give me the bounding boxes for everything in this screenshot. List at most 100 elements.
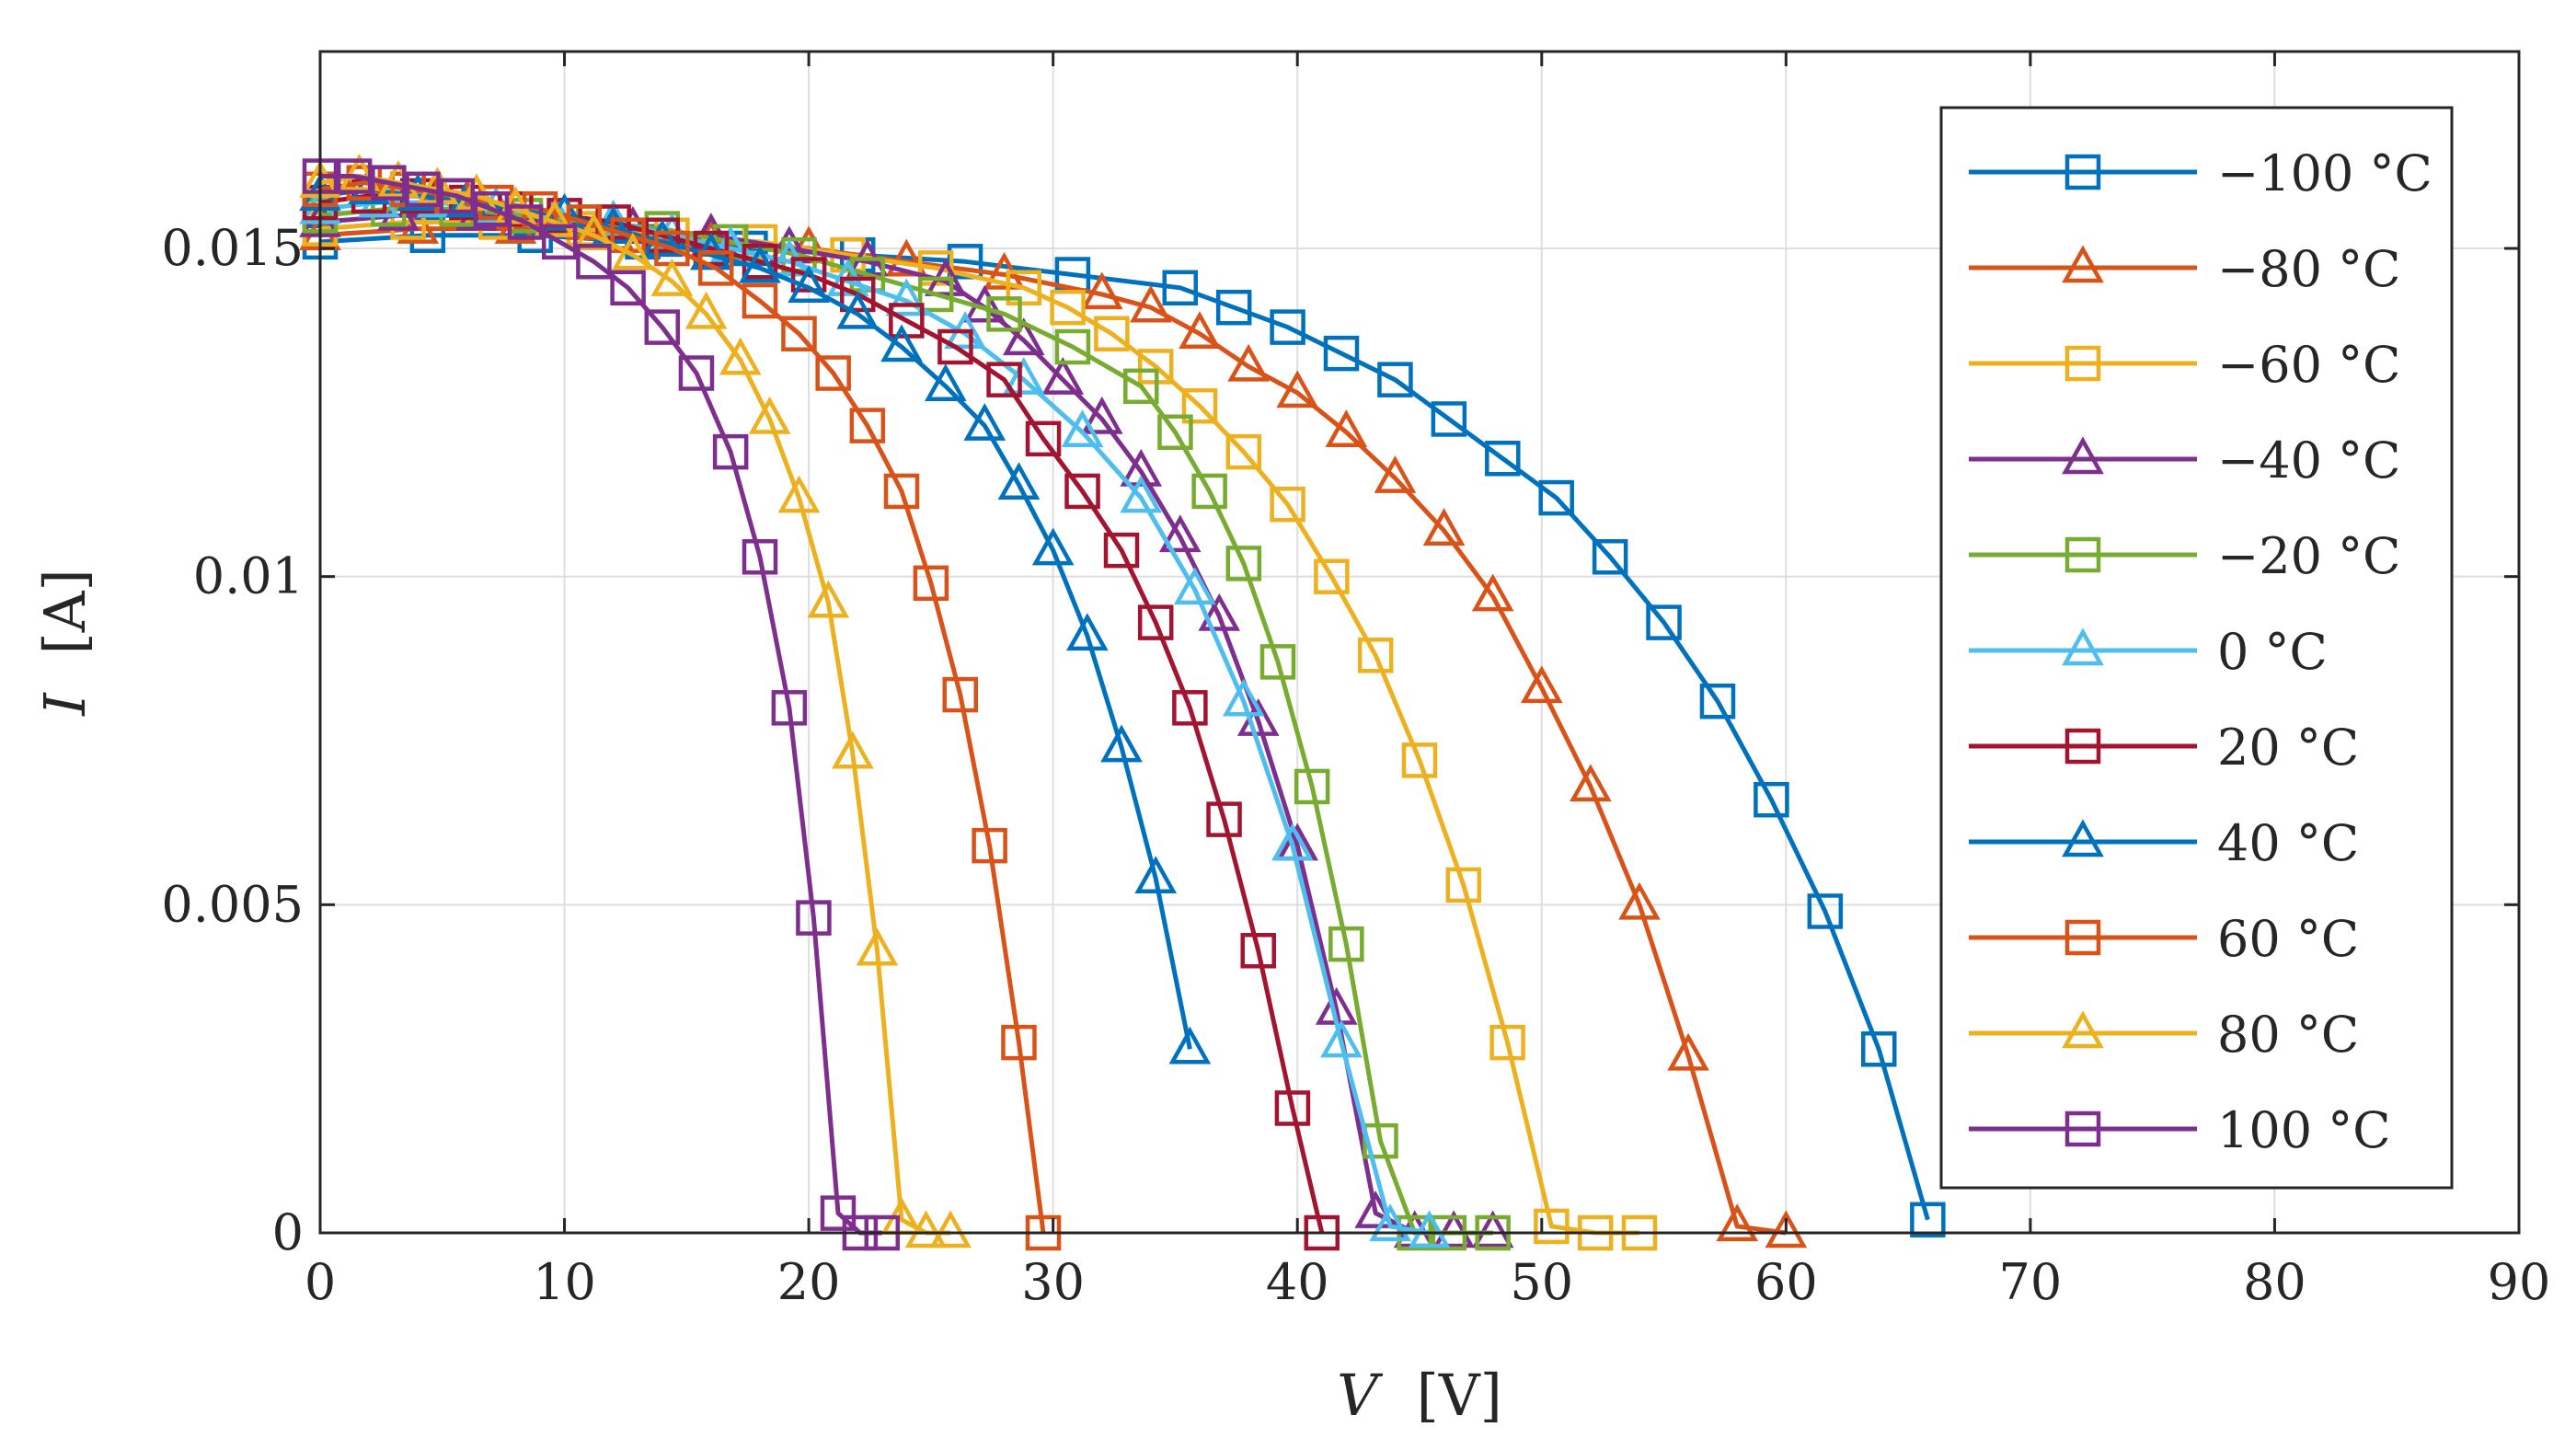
- data-point-marker: [1130, 284, 1172, 323]
- data-point-marker: [839, 276, 876, 313]
- data-point-marker: [1422, 508, 1466, 546]
- data-point-marker: [1002, 317, 1045, 356]
- legend-item: −20 °C: [1969, 527, 2400, 585]
- y-axis-var: I: [31, 692, 98, 717]
- data-point-marker: [697, 250, 734, 286]
- data-point-marker: [885, 278, 928, 316]
- data-point-marker: [640, 219, 684, 258]
- axis-labels: V [V] I [A]: [31, 569, 1502, 1429]
- x-tick-label: 0: [305, 1253, 336, 1311]
- data-point-marker: [1716, 1203, 1759, 1242]
- data-point-marker: [1520, 665, 1563, 704]
- data-point-marker: [1206, 801, 1242, 837]
- legend-item: 20 °C: [1969, 719, 2359, 777]
- data-point-marker: [1534, 1208, 1570, 1245]
- data-point-marker: [1592, 539, 1628, 575]
- data-point-marker: [397, 205, 440, 244]
- data-point-marker: [1471, 573, 1514, 612]
- legend-label: 20 °C: [2217, 719, 2359, 777]
- data-point-marker: [1445, 867, 1482, 903]
- legend-item: 0 °C: [1969, 623, 2328, 681]
- data-point-marker: [963, 402, 1006, 441]
- data-point-marker: [1225, 433, 1262, 470]
- data-point-marker: [997, 462, 1041, 501]
- data-point-marker: [1080, 271, 1123, 310]
- data-point-marker: [534, 199, 576, 237]
- data-point-marker: [1162, 270, 1199, 306]
- data-point-marker: [807, 580, 850, 618]
- data-point-marker: [986, 362, 1022, 397]
- data-point-marker: [1320, 1019, 1363, 1058]
- data-point-marker: [1328, 926, 1364, 962]
- data-point-marker: [1374, 455, 1417, 493]
- data-point-marker: [913, 565, 949, 602]
- data-point-marker: [1191, 473, 1227, 510]
- data-point-marker: [1002, 357, 1045, 395]
- data-point-marker: [371, 165, 407, 201]
- data-point-marker: [972, 827, 1007, 864]
- data-point-marker: [1031, 527, 1075, 566]
- data-point-marker: [929, 1210, 972, 1249]
- x-tick-label: 30: [1021, 1253, 1085, 1311]
- data-point-marker: [644, 309, 681, 345]
- data-point-marker: [1001, 1024, 1037, 1061]
- data-point-marker: [739, 245, 781, 283]
- series-line: [319, 213, 1493, 1236]
- data-point-marker: [849, 257, 886, 293]
- data-point-marker: [1181, 387, 1218, 424]
- data-point-marker: [1538, 479, 1574, 516]
- series-line: [319, 180, 1046, 1234]
- data-point-marker: [1158, 514, 1202, 553]
- series-line: [320, 174, 882, 1236]
- legend-label: 0 °C: [2217, 623, 2328, 681]
- data-point-marker: [1103, 532, 1140, 569]
- data-point-marker: [742, 539, 778, 575]
- data-point-marker: [1168, 1026, 1212, 1064]
- legend-item: 80 °C: [1969, 1006, 2359, 1064]
- data-point-marker: [1173, 567, 1216, 605]
- data-point-marker: [1064, 473, 1100, 510]
- series-3: [299, 192, 1514, 1249]
- data-point-marker: [1137, 604, 1174, 640]
- data-point-marker: [836, 291, 880, 329]
- legend-label: −20 °C: [2217, 527, 2400, 585]
- data-point-marker: [507, 204, 544, 240]
- legend: −100 °C −80 °C −60 °C −40 °C −20 °C 0 °C 20 °C…: [1939, 106, 2454, 1190]
- data-point-marker: [650, 259, 694, 296]
- legend-item: −100 °C: [1969, 144, 2432, 202]
- data-point-marker: [796, 900, 832, 936]
- y-tick-label: 0: [272, 1203, 304, 1261]
- data-point-marker: [1363, 1122, 1398, 1159]
- data-point-marker: [1123, 368, 1159, 405]
- data-point-marker: [880, 324, 923, 362]
- data-point-marker: [610, 270, 646, 306]
- data-point-marker: [1222, 678, 1265, 717]
- x-tick-label: 90: [2488, 1253, 2551, 1311]
- data-point-marker: [1765, 1210, 1808, 1249]
- data-point-marker: [1066, 613, 1109, 651]
- plot-frame: [318, 50, 2521, 1235]
- data-point-marker: [1120, 448, 1163, 487]
- legend-marker: [2064, 1111, 2101, 1147]
- data-point-marker: [405, 171, 441, 208]
- legend-label: −60 °C: [2217, 336, 2400, 394]
- data-point-marker: [885, 238, 928, 277]
- legend-label: 80 °C: [2217, 1006, 2359, 1064]
- data-point-marker: [1157, 414, 1193, 450]
- data-point-marker: [924, 363, 967, 402]
- data-point-marker: [748, 396, 791, 434]
- data-point-marker: [1646, 604, 1682, 640]
- data-point-marker: [742, 282, 778, 319]
- data-point-marker: [1179, 311, 1221, 349]
- data-point-marker: [1489, 1024, 1525, 1061]
- data-point-marker: [904, 1210, 948, 1249]
- data-point-marker: [719, 337, 762, 375]
- data-point-marker: [832, 731, 874, 769]
- data-point-marker: [1377, 362, 1413, 397]
- series-line: [319, 174, 951, 1236]
- series-7: [299, 167, 1212, 1064]
- data-point-marker: [1910, 1202, 1946, 1237]
- data-point-marker: [576, 244, 612, 280]
- legend-item: −40 °C: [1969, 432, 2400, 489]
